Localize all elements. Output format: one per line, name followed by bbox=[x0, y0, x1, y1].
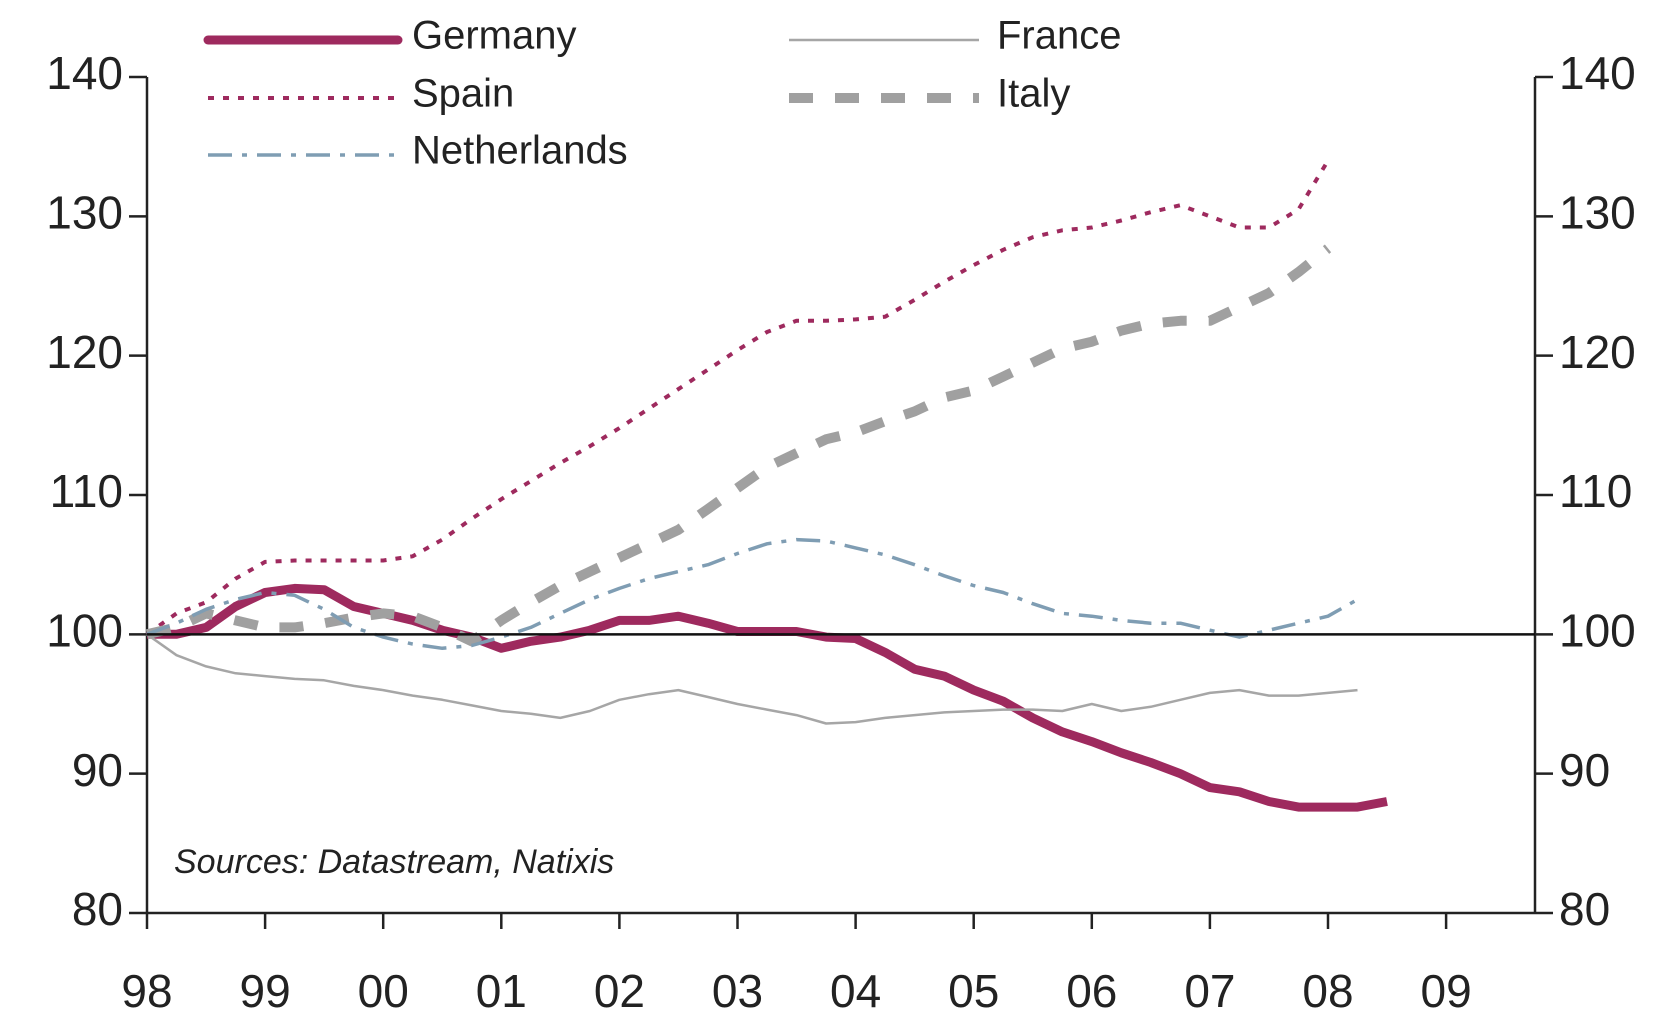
x-tick-label: 02 bbox=[594, 965, 645, 1017]
y2-tick-label: 110 bbox=[1559, 465, 1632, 517]
x-tick-label: 08 bbox=[1302, 965, 1353, 1017]
x-tick-label: 03 bbox=[712, 965, 763, 1017]
legend-label: Germany bbox=[412, 14, 577, 58]
y-tick-label: 80 bbox=[72, 883, 123, 935]
y-tick-label: 90 bbox=[72, 744, 123, 796]
y-tick-label: 100 bbox=[46, 604, 123, 656]
series-line bbox=[147, 583, 1388, 812]
y2-tick-label: 120 bbox=[1559, 326, 1636, 378]
x-tick-label: 05 bbox=[948, 965, 999, 1017]
y-tick-label: 120 bbox=[46, 326, 123, 378]
y-tick-label: 140 bbox=[46, 47, 123, 99]
x-tick-label: 99 bbox=[240, 965, 291, 1017]
y-tick-label: 110 bbox=[50, 465, 123, 517]
x-tick-label: 01 bbox=[476, 965, 527, 1017]
x-tick-label: 04 bbox=[830, 965, 881, 1017]
x-tick-label: 07 bbox=[1184, 965, 1235, 1017]
y2-tick-label: 130 bbox=[1559, 186, 1636, 238]
legend-label: Spain bbox=[412, 72, 514, 116]
x-tick-label: 06 bbox=[1066, 965, 1117, 1017]
legend-label: Netherlands bbox=[412, 129, 628, 173]
x-tick-label: 00 bbox=[358, 965, 409, 1017]
y2-tick-label: 100 bbox=[1559, 604, 1636, 656]
x-tick-label: 98 bbox=[121, 965, 172, 1017]
legend-label: Italy bbox=[997, 72, 1070, 116]
series-line bbox=[145, 244, 1332, 647]
series-line bbox=[146, 537, 1359, 651]
legend-label: France bbox=[997, 14, 1122, 58]
y-tick-label: 130 bbox=[46, 186, 123, 238]
series-line bbox=[145, 159, 1330, 636]
y2-tick-label: 80 bbox=[1559, 883, 1610, 935]
y2-tick-label: 140 bbox=[1559, 47, 1636, 99]
y2-tick-label: 90 bbox=[1559, 744, 1610, 796]
source-note: Sources: Datastream, Natixis bbox=[174, 843, 614, 881]
x-tick-label: 09 bbox=[1421, 965, 1472, 1017]
series-line bbox=[146, 633, 1358, 725]
